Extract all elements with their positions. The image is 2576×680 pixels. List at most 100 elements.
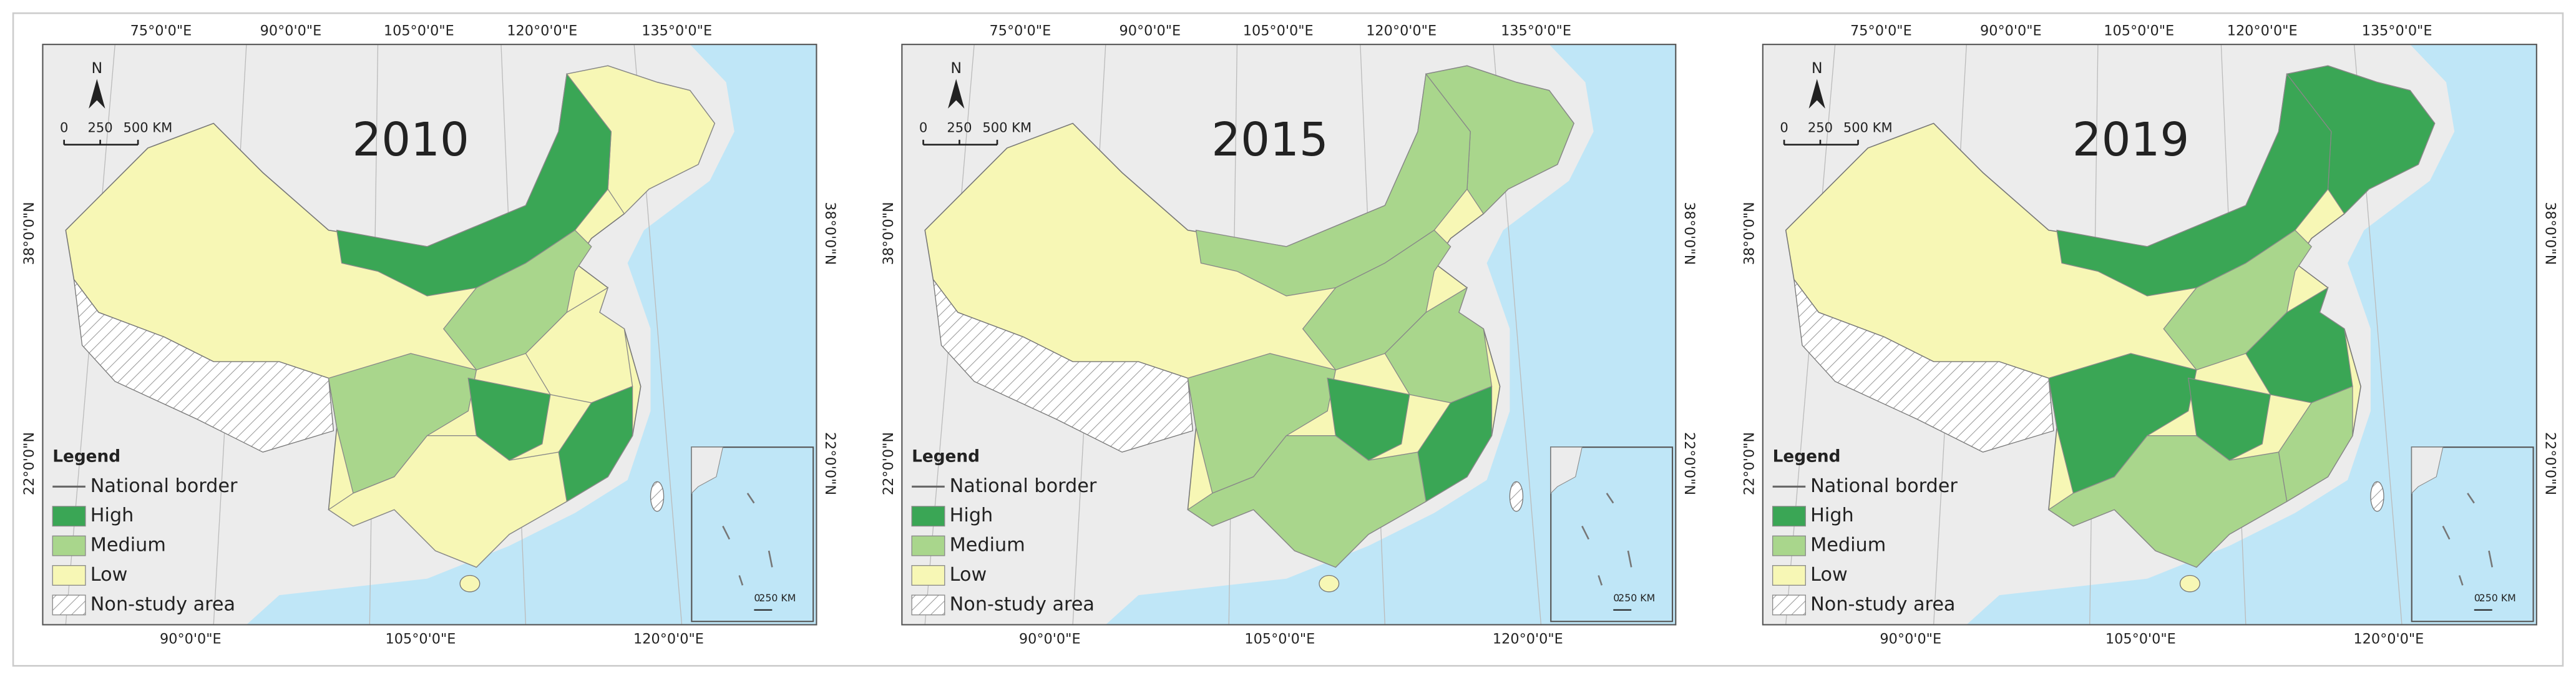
lon-label-top: 135°0'0"E [2362, 23, 2432, 39]
lon-label-bottom: 90°0'0"E [160, 631, 222, 648]
lon-label-top: 135°0'0"E [642, 23, 712, 39]
sea [1105, 44, 1676, 625]
figure-border [12, 12, 2564, 667]
lat-label-left: 38°0'0"N [1741, 202, 1757, 265]
non-study-area [1793, 278, 2054, 453]
province-group [2163, 229, 2312, 371]
scale-label: 0 [60, 119, 68, 135]
lon-label-top: 105°0'0"E [2104, 23, 2174, 39]
legend-label: Medium [1810, 535, 1886, 556]
scale-label: 0 [1780, 119, 1788, 135]
lon-label-top: 135°0'0"E [1501, 23, 1571, 39]
lat-label-right: 38°0'0"N [822, 202, 838, 265]
province-group [442, 229, 592, 371]
lat-label-right: 22°0'0"N [1681, 432, 1697, 495]
province-group [2047, 435, 2288, 568]
lon-label-top: 105°0'0"E [384, 23, 454, 39]
legend-label: Non-study area [1810, 593, 1955, 615]
inset-island [1606, 493, 1614, 504]
lat-label-right: 38°0'0"N [1681, 202, 1697, 265]
province-group [467, 377, 551, 461]
lon-label-top: 120°0'0"E [2227, 23, 2298, 39]
legend-swatch [1772, 565, 1806, 586]
province-group [328, 435, 567, 568]
legend-label: Low [1810, 564, 1848, 586]
province-group [1195, 72, 1471, 297]
map-year: 2015 [1211, 114, 1329, 167]
legend-swatch [911, 565, 945, 586]
lon-label-bottom: 120°0'0"E [1493, 631, 1563, 648]
island [1319, 574, 1340, 593]
island-hatched [650, 481, 665, 512]
lon-label-top: 75°0'0"E [990, 23, 1051, 39]
legend-label: High [950, 505, 993, 526]
lon-label-bottom: 90°0'0"E [1880, 631, 1941, 648]
legend-title: Legend [1773, 447, 1841, 466]
legend-swatch [52, 535, 86, 556]
legend-label: National border [1810, 475, 1958, 497]
lat-label-left: 38°0'0"N [21, 202, 37, 265]
lon-label-bottom: 105°0'0"E [386, 631, 456, 648]
north-label: N [950, 59, 962, 77]
inset-scale-label: 0 [1613, 592, 1619, 604]
inset-land [691, 446, 724, 495]
legend-label: Non-study area [950, 593, 1095, 615]
legend-swatch [1772, 594, 1806, 616]
lat-label-left: 38°0'0"N [881, 202, 897, 265]
legend-label: National border [90, 475, 238, 497]
lat-label-right: 22°0'0"N [2542, 432, 2558, 495]
legend-swatch [52, 594, 86, 616]
lon-label-bottom: 90°0'0"E [1019, 631, 1081, 648]
map-panel: 2015 N 0 250 500 KM 75°0'0"E 90°0'0"E 105°0'0"E… [881, 23, 1697, 648]
map-panel: 2019 N 0 250 500 KM 75°0'0"E 90°0'0"E 105°0'0"E… [1741, 23, 2558, 648]
panel-frame [42, 44, 817, 626]
legend-swatch [911, 506, 945, 527]
inset-land [2411, 446, 2444, 495]
inset-scale-label: 250 KM [759, 592, 796, 604]
province-group [1327, 377, 1410, 461]
legend-title: Legend [912, 447, 980, 466]
lon-label-bottom: 120°0'0"E [633, 631, 704, 648]
province-group [1302, 229, 1451, 371]
legend-label: Medium [950, 535, 1025, 556]
inset-island [722, 525, 731, 540]
scale-label: 500 KM [982, 119, 1032, 135]
map-year: 2010 [352, 114, 469, 167]
scale-label: 0 [919, 119, 927, 135]
island [2179, 574, 2200, 593]
island [459, 574, 481, 593]
lon-label-top: 120°0'0"E [1366, 23, 1437, 39]
lon-label-top: 90°0'0"E [1120, 23, 1181, 39]
inset-island [746, 493, 755, 504]
scale-label: 500 KM [1843, 119, 1893, 135]
lat-label-left: 22°0'0"N [881, 432, 897, 495]
legend-label: Non-study area [90, 593, 235, 615]
inset-island [738, 575, 744, 586]
province-group [2187, 377, 2271, 461]
north-arrow [1808, 79, 1825, 109]
legend-label: High [1810, 505, 1854, 526]
north-label: N [1812, 59, 1823, 77]
island-hatched [2370, 481, 2384, 512]
lat-label-right: 38°0'0"N [2542, 202, 2558, 265]
inset-scale-label: 250 KM [2479, 592, 2516, 604]
inset-island [2442, 525, 2451, 540]
inset-land [1550, 446, 1583, 495]
inset-island [768, 550, 773, 568]
legend-label: Medium [90, 535, 166, 556]
scale-label: 500 KM [123, 119, 172, 135]
inset-island [2488, 550, 2494, 568]
lat-label-right: 22°0'0"N [822, 432, 838, 495]
legend-label: Low [950, 564, 987, 586]
inset-scale-label: 0 [2474, 592, 2481, 604]
island-hatched [1509, 481, 1524, 512]
lon-label-top: 90°0'0"E [1980, 23, 2042, 39]
lon-label-bottom: 105°0'0"E [2105, 631, 2176, 648]
lat-label-left: 22°0'0"N [21, 432, 37, 495]
scale-label: 250 [947, 119, 972, 135]
legend-swatch [911, 594, 945, 616]
legend-title: Legend [52, 447, 120, 466]
inset-island [1598, 575, 1603, 586]
north-arrow [948, 79, 965, 109]
